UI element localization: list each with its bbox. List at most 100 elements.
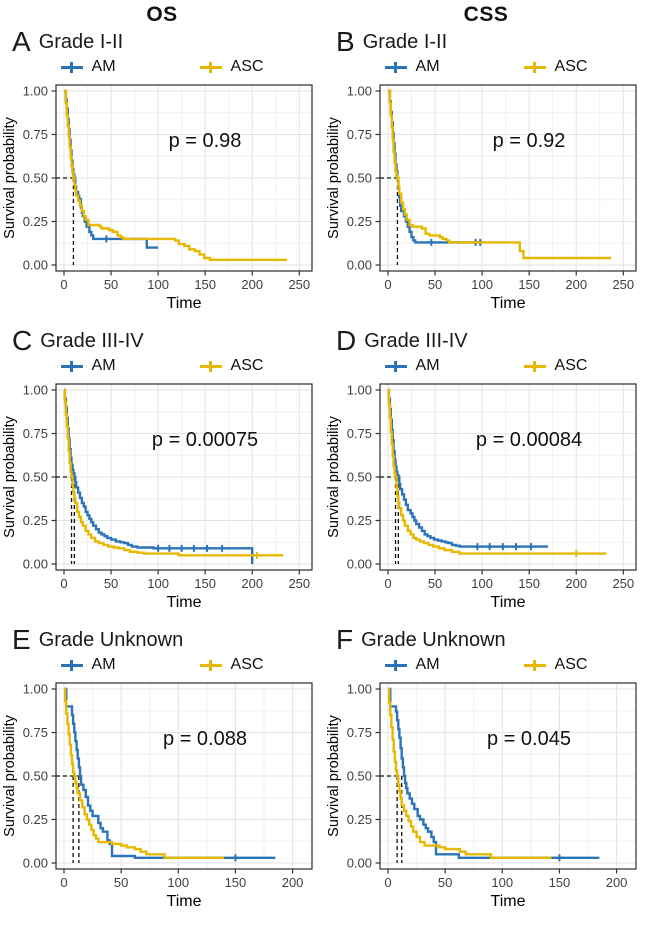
y-axis-title: Survival probability	[2, 714, 18, 836]
legend-label-am: AM	[91, 58, 116, 75]
y-axis-title: Survival probability	[326, 714, 342, 836]
x-tick-label: 50	[104, 277, 118, 292]
km-curve-asc	[63, 687, 224, 859]
legend-label-asc: ASC	[554, 357, 588, 374]
x-axis-title: Time	[167, 594, 202, 611]
panel-letter: B	[336, 26, 355, 57]
panel-grid: A Grade I-II AM ASC 0.00 0.25 0.50 0.75 1.00…	[0, 27, 648, 924]
y-tick-label: 0.50	[23, 769, 48, 784]
asc-line-marker-icon	[199, 360, 222, 372]
x-tick-label: 200	[241, 576, 263, 591]
x-tick-label: 200	[241, 277, 263, 292]
legend-item-am: AM	[60, 357, 116, 375]
panel-d: D Grade III-IV AM ASC 0.00 0.25 0.50 0.75 1.…	[324, 326, 648, 625]
x-tick-label: 0	[60, 875, 67, 890]
panel-a-legend: AM ASC	[0, 57, 324, 77]
x-axis-title: Time	[491, 893, 526, 910]
y-tick-label: 0.00	[23, 856, 48, 871]
x-tick-label: 50	[104, 576, 118, 591]
x-tick-label: 0	[60, 277, 67, 292]
x-axis-title: Time	[491, 295, 526, 312]
panel-d-header: D Grade III-IV	[324, 326, 648, 356]
km-plot: 0.00 0.25 0.50 0.75 1.00 0 50 100 150 200 Time Surv…	[324, 675, 648, 921]
am-line-marker-icon	[384, 360, 407, 372]
legend-item-am: AM	[60, 58, 116, 76]
km-plot: 0.00 0.25 0.50 0.75 1.00 0 50 100 150 200 250 Time S…	[0, 376, 324, 622]
legend-label-asc: ASC	[230, 357, 264, 374]
column-title-css: CSS	[463, 3, 509, 26]
panel-c-legend: AM ASC	[0, 356, 324, 376]
legend-item-am: AM	[60, 656, 116, 674]
y-tick-label: 0.50	[23, 171, 48, 186]
y-tick-label: 1.00	[23, 383, 48, 398]
panel-a-header: A Grade I-II	[0, 27, 324, 57]
x-tick-label: 50	[438, 875, 452, 890]
legend-label-asc: ASC	[554, 58, 588, 75]
x-tick-label: 150	[194, 576, 216, 591]
x-tick-label: 150	[194, 277, 216, 292]
x-tick-label: 250	[288, 576, 310, 591]
panel-e: E Grade Unknown AM ASC 0.00 0.25 0.50 0.75 1…	[0, 625, 324, 924]
panel-subtitle: Grade Unknown	[361, 628, 506, 651]
x-axis-title: Time	[167, 295, 202, 312]
km-plot-css-grade34: 0.00 0.25 0.50 0.75 1.00 0 50 100 150 200 250 Time S…	[324, 376, 648, 622]
panel-subtitle: Grade III-IV	[364, 329, 468, 352]
y-axis-title: Survival probability	[2, 415, 18, 537]
x-tick-label: 50	[428, 576, 442, 591]
y-tick-label: 0.00	[347, 856, 372, 871]
panel-letter: E	[12, 624, 31, 655]
x-tick-label: 200	[565, 576, 587, 591]
am-line-marker-icon	[60, 659, 83, 671]
km-plot-os-grade1: 0.00 0.25 0.50 0.75 1.00 0 50 100 150 200 250 Time S…	[0, 77, 324, 323]
y-tick-label: 0.50	[347, 769, 372, 784]
x-tick-label: 150	[225, 875, 247, 890]
km-plot: 0.00 0.25 0.50 0.75 1.00 0 50 100 150 200 250 Time S…	[324, 77, 648, 323]
x-tick-label: 250	[612, 576, 634, 591]
y-axis-title: Survival probability	[326, 116, 342, 238]
x-tick-label: 250	[612, 277, 634, 292]
panel-f: F Grade Unknown AM ASC 0.00 0.25 0.50 0.75 1…	[324, 625, 648, 924]
p-value-label: p = 0.00084	[476, 429, 582, 451]
panel-letter: F	[336, 624, 354, 655]
x-tick-label: 100	[147, 576, 169, 591]
y-tick-label: 0.00	[23, 258, 48, 273]
panel-d-legend: AM ASC	[324, 356, 648, 376]
legend-item-am: AM	[384, 357, 440, 375]
x-tick-label: 0	[60, 576, 67, 591]
x-tick-label: 0	[384, 277, 391, 292]
y-tick-label: 0.00	[347, 258, 372, 273]
km-plot: 0.00 0.25 0.50 0.75 1.00 0 50 100 150 200 250 Time S…	[324, 376, 648, 622]
asc-line-marker-icon	[523, 360, 546, 372]
panel-letter: D	[336, 325, 357, 356]
legend-label-am: AM	[415, 357, 440, 374]
x-axis-title: Time	[491, 594, 526, 611]
am-line-marker-icon	[384, 659, 407, 671]
km-plot: 0.00 0.25 0.50 0.75 1.00 0 50 100 150 200 250 Time S…	[0, 77, 324, 323]
panel-b-legend: AM ASC	[324, 57, 648, 77]
panel-f-legend: AM ASC	[324, 655, 648, 675]
x-axis-title: Time	[167, 893, 202, 910]
y-tick-label: 0.00	[23, 557, 48, 572]
x-tick-label: 250	[288, 277, 310, 292]
legend-item-am: AM	[384, 58, 440, 76]
y-tick-label: 0.75	[23, 127, 48, 142]
asc-line-marker-icon	[199, 61, 222, 73]
panel-letter: C	[12, 325, 33, 356]
column-titles: OS CSS	[0, 0, 648, 27]
km-curve-am	[388, 687, 600, 859]
x-tick-label: 50	[428, 277, 442, 292]
km-plot-os-grade34: 0.00 0.25 0.50 0.75 1.00 0 50 100 150 200 250 Time S…	[0, 376, 324, 622]
am-line-marker-icon	[384, 61, 407, 73]
km-curve-asc	[388, 89, 612, 260]
y-tick-label: 1.00	[23, 682, 48, 697]
y-tick-label: 0.75	[23, 426, 48, 441]
panel-e-header: E Grade Unknown	[0, 625, 324, 655]
panel-subtitle: Grade III-IV	[40, 329, 144, 352]
panel-c: C Grade III-IV AM ASC 0.00 0.25 0.50 0.75 1.…	[0, 326, 324, 625]
x-tick-label: 200	[606, 875, 628, 890]
panel-letter: A	[12, 26, 31, 57]
legend-item-asc: ASC	[523, 656, 587, 674]
panel-a: A Grade I-II AM ASC 0.00 0.25 0.50 0.75 1.00…	[0, 27, 324, 326]
p-value-label: p = 0.088	[163, 728, 247, 750]
km-plot: 0.00 0.25 0.50 0.75 1.00 0 50 100 150 200 Time Surv…	[0, 675, 324, 921]
